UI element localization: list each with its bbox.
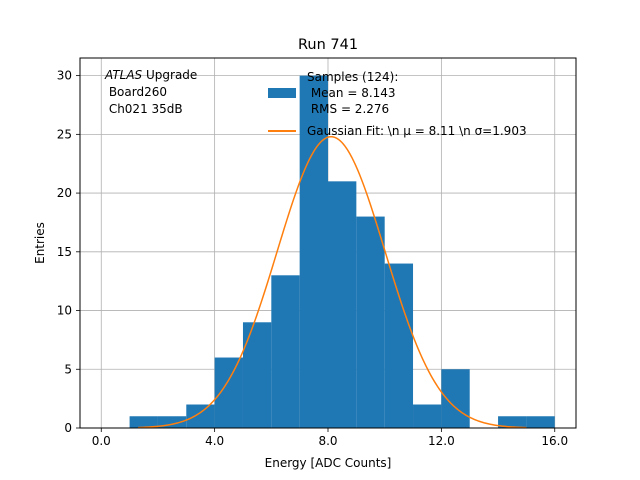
annotation-upgrade-word: Upgrade — [142, 68, 197, 82]
y-tick-label-0: 0 — [64, 421, 72, 435]
annotation-line-1: ATLAS Upgrade — [104, 68, 197, 82]
chart-title: Run 741 — [298, 37, 358, 53]
histogram-bar-2 — [186, 404, 215, 428]
legend-fit-label: Gaussian Fit: \n μ = 8.11 \n σ=1.903 — [307, 124, 527, 138]
histogram-bar-6 — [299, 75, 328, 428]
legend-samples-line-1: Samples (124): — [307, 70, 398, 84]
histogram-bar-10 — [413, 404, 442, 428]
annotation-atlas-word: ATLAS — [104, 68, 143, 82]
y-axis-ticks: 0 5 10 15 20 25 30 — [57, 69, 80, 435]
gaussian-fit-curve — [138, 135, 527, 429]
histogram-bar-3 — [214, 357, 243, 428]
x-tick-label-0: 0.0 — [92, 434, 111, 448]
annotation-text: ATLAS Upgrade Board260 Ch021 35dB — [104, 68, 197, 116]
y-tick-label-2: 10 — [57, 304, 72, 318]
x-axis-ticks: 0.0 4.0 8.0 12.0 16.0 — [92, 428, 568, 448]
histogram-bar-0 — [129, 416, 158, 428]
histogram-bar-4 — [242, 322, 272, 428]
x-axis-label: Energy [ADC Counts] — [265, 456, 392, 470]
histogram-bar-14 — [526, 416, 555, 428]
x-tick-label-3: 12.0 — [428, 434, 455, 448]
y-tick-label-6: 30 — [57, 69, 72, 83]
histogram-bar-7 — [328, 181, 357, 428]
y-axis-label: Entries — [33, 222, 47, 264]
histogram-bar-8 — [356, 216, 385, 428]
histogram-bar-13 — [498, 416, 527, 428]
x-tick-label-1: 4.0 — [205, 434, 224, 448]
y-tick-label-1: 5 — [64, 362, 72, 376]
annotation-line-3: Ch021 35dB — [105, 102, 183, 116]
histogram-bar-5 — [271, 275, 300, 428]
legend-samples-swatch — [268, 88, 296, 98]
histogram-bar-11 — [441, 369, 470, 428]
annotation-line-2: Board260 — [105, 85, 167, 99]
legend: Samples (124): Mean = 8.143 RMS = 2.276 … — [268, 70, 527, 138]
legend-samples-line-3: RMS = 2.276 — [307, 102, 389, 116]
histogram-bar-9 — [384, 263, 414, 428]
histogram-bar-1 — [157, 416, 187, 428]
y-tick-label-3: 15 — [57, 245, 72, 259]
y-tick-label-5: 25 — [57, 127, 72, 141]
y-tick-label-4: 20 — [57, 186, 72, 200]
x-tick-label-4: 16.0 — [541, 434, 568, 448]
histogram-bars — [129, 75, 555, 428]
legend-samples-line-2: Mean = 8.143 — [307, 86, 396, 100]
x-tick-label-2: 8.0 — [318, 434, 337, 448]
